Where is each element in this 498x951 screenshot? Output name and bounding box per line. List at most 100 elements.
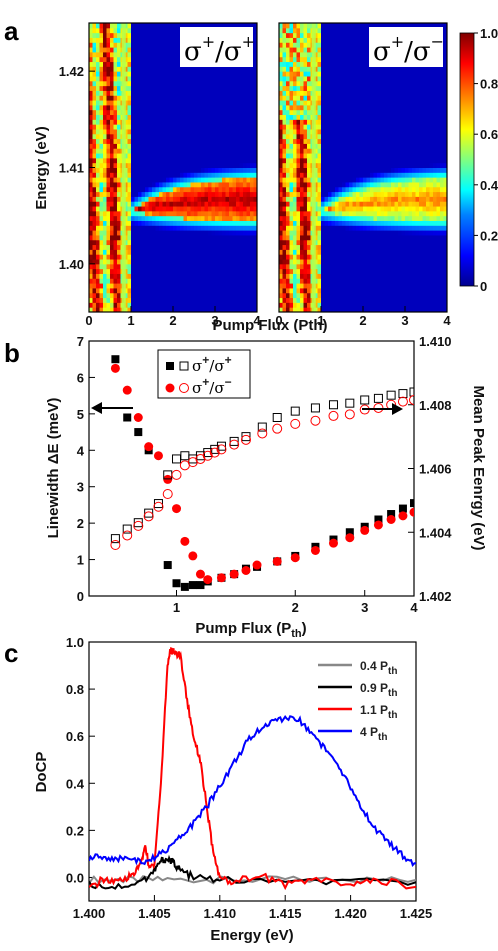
heatmap-cell: [173, 32, 177, 38]
heatmap-cell: [359, 215, 364, 221]
heatmap-cell: [166, 201, 170, 207]
heatmap-cell: [166, 206, 170, 212]
heatmap-cell: [131, 283, 135, 289]
heatmap-cell: [398, 128, 402, 135]
heatmap-cell: [356, 143, 360, 149]
heatmap-cell: [321, 186, 325, 193]
heatmap-cell: [211, 191, 216, 197]
heatmap-cell: [293, 196, 297, 202]
heatmap-cell: [293, 244, 297, 250]
heatmap-cell: [335, 172, 339, 178]
heatmap-cell: [356, 100, 360, 106]
heatmap-cell: [124, 307, 128, 312]
heatmap-cell: [138, 278, 142, 284]
heatmap-cell: [387, 249, 392, 255]
heatmap-cell: [190, 307, 195, 312]
heatmap-cell: [345, 128, 350, 135]
heatmap-cell: [253, 215, 257, 221]
heatmap-cell: [176, 302, 181, 308]
heatmap-cell: [317, 153, 322, 159]
heatmap-cell: [103, 27, 107, 34]
heatmap-cell: [110, 32, 114, 38]
heatmap-cell: [349, 138, 353, 144]
heatmap-cell: [131, 239, 135, 246]
heatmap-cell: [99, 104, 104, 111]
heatmap-cell: [106, 307, 111, 312]
heatmap-cell: [222, 287, 226, 294]
heatmap-cell: [169, 283, 174, 289]
heatmap-cell: [335, 90, 339, 96]
heatmap-cell: [391, 104, 395, 111]
heatmap-cell: [328, 167, 332, 173]
heatmap-cell: [253, 27, 257, 34]
heatmap-cell: [222, 244, 226, 250]
heatmap-cell: [321, 32, 325, 38]
heatmap-cell: [131, 37, 135, 43]
heatmap-cell: [225, 292, 230, 299]
heatmap-cell: [345, 172, 350, 178]
heatmap-cell: [335, 259, 339, 265]
heatmap-cell: [194, 114, 198, 120]
heatmap-cell: [345, 42, 350, 48]
heatmap-cell: [373, 259, 378, 265]
heatmap-cell: [208, 162, 212, 168]
heatmap-cell: [218, 133, 223, 140]
heatmap-cell: [398, 273, 402, 279]
heatmap-cell: [307, 56, 311, 63]
heatmap-cell: [124, 148, 128, 154]
heatmap-cell: [89, 283, 93, 289]
heatmap-cell: [363, 259, 367, 265]
heatmap-cell: [380, 297, 385, 303]
heatmap-cell: [279, 100, 283, 106]
heatmap-cell: [96, 283, 100, 289]
heatmap-cell: [250, 85, 254, 91]
heatmap-cell: [303, 201, 308, 207]
heatmap-cell: [366, 71, 371, 77]
heatmap-cell: [215, 268, 219, 274]
heatmap-cell: [113, 162, 118, 168]
heatmap-cell: [96, 37, 100, 43]
heatmap-cell: [300, 162, 304, 168]
heatmap-cell: [134, 148, 139, 154]
heatmap-cell: [303, 143, 308, 149]
heatmap-cell: [124, 138, 128, 144]
heatmap-cell: [211, 249, 216, 255]
heatmap-cell: [99, 278, 104, 284]
heatmap-cell: [359, 100, 364, 106]
heatmap-cell: [314, 95, 318, 101]
heatmap-cell: [282, 143, 287, 149]
heatmap-cell: [194, 181, 198, 188]
heatmap-cell: [373, 225, 378, 231]
panel-label-c: c: [4, 638, 18, 668]
heatmap-cell: [127, 244, 132, 250]
heatmap-cell: [96, 66, 100, 72]
heatmap-cell: [190, 259, 195, 265]
heatmap-cell: [338, 210, 343, 217]
heatmap-cell: [106, 230, 111, 236]
heatmap-cell: [338, 254, 343, 260]
heatmap-cell: [321, 153, 325, 159]
heatmap-cell: [232, 114, 237, 120]
heatmap-cell: [113, 297, 118, 303]
heatmap-cell: [236, 177, 240, 183]
heatmap-cell: [286, 95, 290, 101]
heatmap-cell: [183, 128, 188, 135]
heatmap-cell: [307, 259, 311, 265]
heatmap-cell: [152, 210, 156, 217]
heatmap-cell: [173, 172, 177, 178]
heatmap-cell: [229, 201, 233, 207]
heatmap-cell: [321, 177, 325, 183]
heatmap-cell: [176, 230, 181, 236]
heatmap-cell: [391, 124, 395, 130]
heatmap-cell: [352, 138, 357, 144]
heatmap-cell: [183, 196, 188, 202]
heatmap-cell: [331, 71, 336, 77]
heatmap-cell: [204, 95, 209, 101]
heatmap-cell: [387, 210, 392, 217]
heatmap-cell: [359, 234, 364, 241]
heatmap-cell: [131, 230, 135, 236]
heatmap-cell: [243, 80, 247, 87]
heatmap-cell: [138, 133, 142, 140]
heatmap-cell: [204, 225, 209, 231]
heatmap-cell: [141, 292, 146, 299]
